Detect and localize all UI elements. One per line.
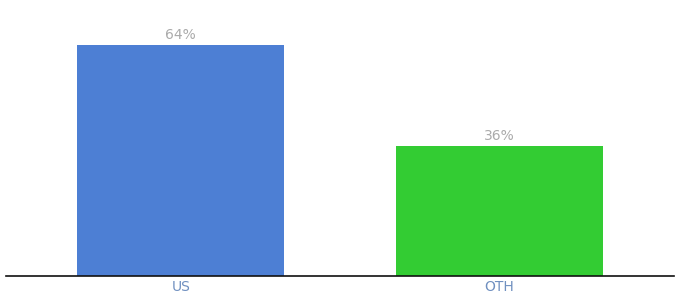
Bar <box>396 146 602 276</box>
Bar <box>78 45 284 276</box>
Text: 36%: 36% <box>484 129 515 143</box>
Text: 64%: 64% <box>165 28 196 42</box>
